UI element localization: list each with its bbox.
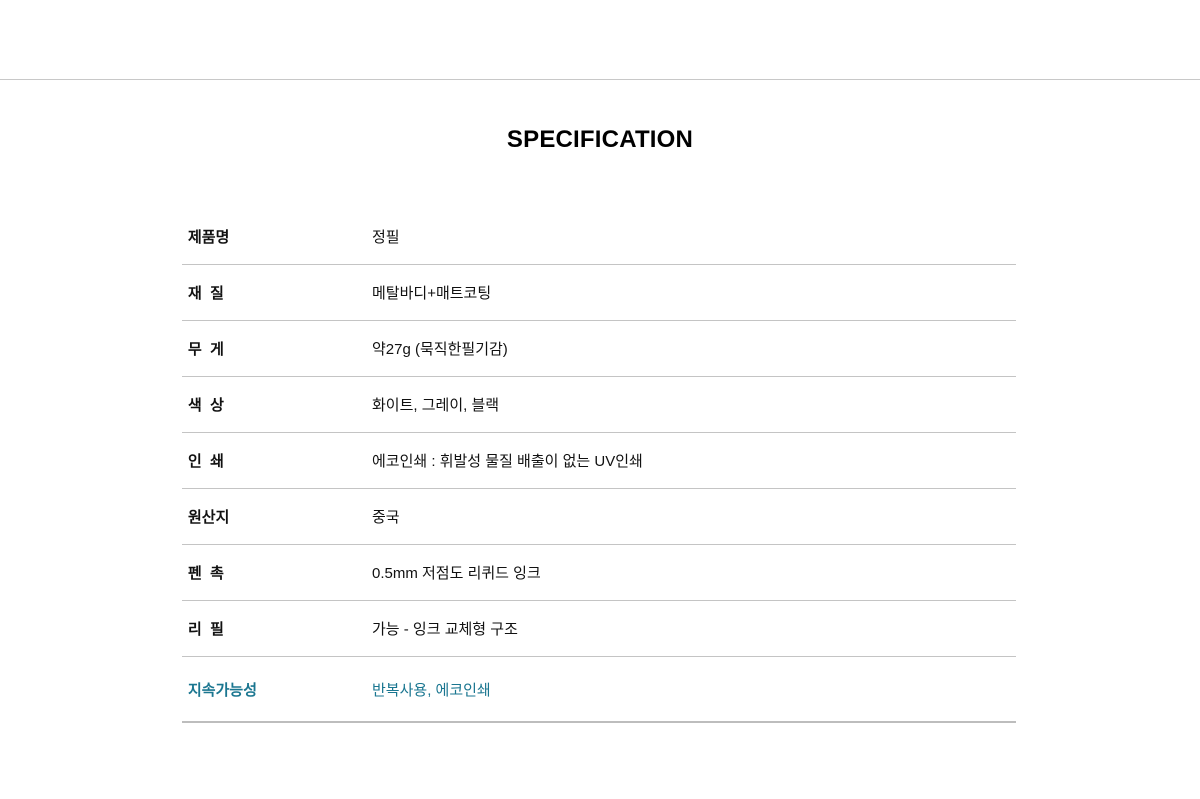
spec-row-refill: 리 필 가능 - 잉크 교체형 구조 [182, 601, 1016, 657]
spec-row-nib: 펜 촉 0.5mm 저점도 리퀴드 잉크 [182, 545, 1016, 601]
header-divider [0, 79, 1200, 80]
spec-label: 리 필 [188, 621, 224, 638]
spec-label: 지속가능성 [188, 681, 258, 699]
spec-value: 가능 - 잉크 교체형 구조 [372, 621, 518, 638]
spec-value: 약27g (묵직한필기감) [372, 341, 508, 358]
spec-row-product-name: 제품명 정필 [182, 209, 1016, 265]
spec-label: 원산지 [188, 509, 230, 526]
spec-value: 중국 [372, 509, 400, 526]
spec-value: 메탈바디+매트코팅 [372, 285, 492, 302]
spec-value: 반복사용, 에코인쇄 [372, 681, 491, 699]
spec-label: 무 게 [188, 341, 224, 358]
spec-row-printing: 인 쇄 에코인쇄 : 휘발성 물질 배출이 없는 UV인쇄 [182, 433, 1016, 489]
spec-label: 인 쇄 [188, 453, 224, 470]
spec-row-origin: 원산지 중국 [182, 489, 1016, 545]
spec-label: 색 상 [188, 397, 224, 414]
spec-label: 펜 촉 [188, 565, 224, 582]
spec-table: 제품명 정필 재 질 메탈바디+매트코팅 무 게 약27g (묵직한필기감) 색 상 화… [182, 209, 1016, 723]
spec-row-sustainability: 지속가능성 반복사용, 에코인쇄 [182, 657, 1016, 723]
spec-row-weight: 무 게 약27g (묵직한필기감) [182, 321, 1016, 377]
spec-row-color: 색 상 화이트, 그레이, 블랙 [182, 377, 1016, 433]
page-title: SPECIFICATION [506, 126, 694, 153]
spec-label: 제품명 [188, 229, 230, 246]
spec-value: 0.5mm 저점도 리퀴드 잉크 [372, 565, 541, 582]
spec-value: 화이트, 그레이, 블랙 [372, 397, 500, 414]
spec-value: 정필 [372, 229, 400, 246]
spec-label: 재 질 [188, 285, 224, 302]
spec-value: 에코인쇄 : 휘발성 물질 배출이 없는 UV인쇄 [372, 453, 643, 470]
spec-row-material: 재 질 메탈바디+매트코팅 [182, 265, 1016, 321]
